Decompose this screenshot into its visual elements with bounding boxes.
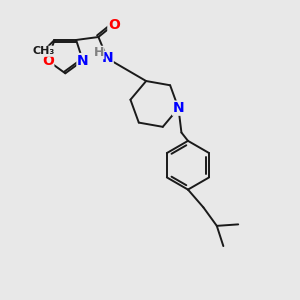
Text: N: N — [172, 101, 184, 115]
Text: N: N — [101, 51, 113, 65]
Text: O: O — [108, 17, 120, 32]
Text: CH₃: CH₃ — [32, 46, 54, 56]
Text: H: H — [94, 46, 104, 59]
Text: O: O — [42, 54, 54, 68]
Text: N: N — [77, 54, 88, 68]
